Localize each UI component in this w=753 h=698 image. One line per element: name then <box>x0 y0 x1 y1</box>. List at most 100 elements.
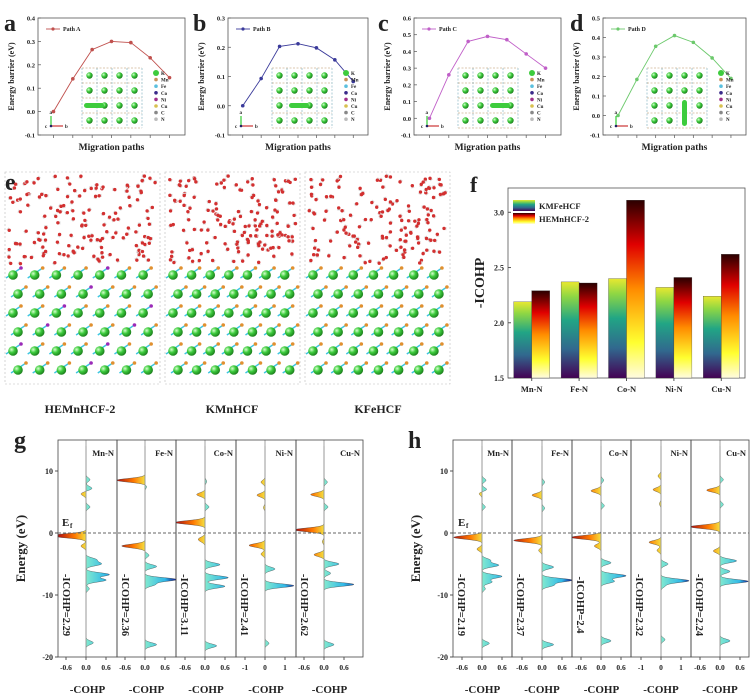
water-h <box>55 186 59 189</box>
water-h <box>145 258 148 263</box>
water-o <box>199 228 204 232</box>
y-tick-label: 0.4 <box>403 49 412 56</box>
water-o <box>355 245 360 250</box>
water-o <box>426 221 430 225</box>
water-h <box>290 241 294 245</box>
k-migration-path <box>682 100 687 126</box>
k-ion <box>224 308 234 318</box>
water-h <box>85 219 88 224</box>
water-o <box>394 248 399 253</box>
water-h <box>31 254 35 258</box>
k-atom <box>477 102 484 109</box>
water-h <box>89 207 93 211</box>
metal-site <box>344 323 348 327</box>
k-atom <box>276 87 283 94</box>
y-axis-label: Energy (eV) <box>408 515 423 583</box>
water-h <box>400 213 403 217</box>
water-h <box>353 203 357 207</box>
k-atom <box>651 117 658 124</box>
panel-a: a -0.1 0.0 0.1 0.2 0.3 0.4 Path A Energy barrier… <box>4 11 186 153</box>
water-o <box>83 223 88 228</box>
legend-marker <box>51 27 55 31</box>
data-point <box>148 55 152 60</box>
water-o <box>335 179 339 183</box>
k-ion <box>94 346 105 356</box>
series-line <box>242 43 354 107</box>
water-h <box>127 228 132 232</box>
panel-label: b <box>193 11 206 37</box>
water-o <box>134 230 138 234</box>
y-tick-label: 0.3 <box>592 55 601 62</box>
k-atom <box>696 117 703 124</box>
water-h <box>41 250 45 254</box>
y-tick-label: 0.3 <box>217 16 226 23</box>
water-o <box>214 202 218 206</box>
k-atom <box>131 117 138 124</box>
k-atom <box>86 72 93 79</box>
water-h <box>81 225 85 229</box>
water-h <box>384 207 388 212</box>
water-h <box>275 188 280 192</box>
metal-site <box>62 342 67 346</box>
water-h <box>326 208 330 212</box>
k-ion <box>266 327 276 337</box>
water-h <box>17 199 21 203</box>
water-o <box>222 178 226 182</box>
k-atom <box>477 87 484 94</box>
axis-c-label: c <box>610 125 613 130</box>
water-o <box>69 233 73 237</box>
icohp-value: -ICOHP=2.29 <box>60 574 71 636</box>
water-o <box>172 198 177 203</box>
water-o <box>219 181 224 185</box>
metal-site <box>132 361 137 365</box>
metal-site <box>319 342 323 346</box>
water-o <box>168 193 172 198</box>
k-ion <box>388 308 399 318</box>
water-h <box>145 235 148 239</box>
metal-site <box>295 285 300 289</box>
water-o <box>280 233 284 237</box>
k-ion <box>168 270 178 280</box>
metal-site <box>277 323 281 327</box>
water-h <box>35 230 38 235</box>
cohp-subpanel-Co-N: Co-N -ICOHP=3.11 -0.6 0.0 0.6 -COHP <box>175 439 237 696</box>
water-h <box>237 245 241 248</box>
water-o <box>56 187 60 192</box>
fermi-label: E <box>458 517 465 529</box>
water-o <box>135 198 140 202</box>
legend-atom-icon <box>154 110 158 115</box>
icohp-value: -ICOHP=2.32 <box>633 574 644 636</box>
y-tick-label: 10 <box>45 467 53 476</box>
water-h <box>83 187 87 190</box>
water-h <box>400 251 404 256</box>
metal-site <box>379 266 384 270</box>
water-h <box>191 176 194 180</box>
y-tick-label: 2.5 <box>494 264 504 273</box>
water-o <box>127 195 131 199</box>
water-h <box>289 238 292 242</box>
x-tick-label: 0.6 <box>160 663 170 672</box>
y-tick-label: 0.1 <box>217 74 225 81</box>
water-o <box>148 236 153 241</box>
water-o <box>418 261 422 265</box>
water-h <box>387 243 390 247</box>
water-h <box>100 193 102 198</box>
water-o <box>105 229 109 234</box>
water-h <box>119 208 124 211</box>
data-point <box>351 79 356 84</box>
water-h <box>205 252 210 255</box>
water-o <box>249 209 254 214</box>
water-h <box>271 176 275 180</box>
water-h <box>440 190 445 194</box>
water-o <box>398 214 402 218</box>
water-o <box>429 238 433 242</box>
k-ion <box>94 308 105 318</box>
k-ion <box>94 270 105 280</box>
water-o <box>348 244 352 248</box>
k-ion <box>8 308 18 318</box>
water-o <box>423 177 428 181</box>
water-o <box>29 255 34 260</box>
water-h <box>233 241 237 246</box>
metal-site <box>404 285 409 289</box>
metal-site <box>419 304 424 308</box>
